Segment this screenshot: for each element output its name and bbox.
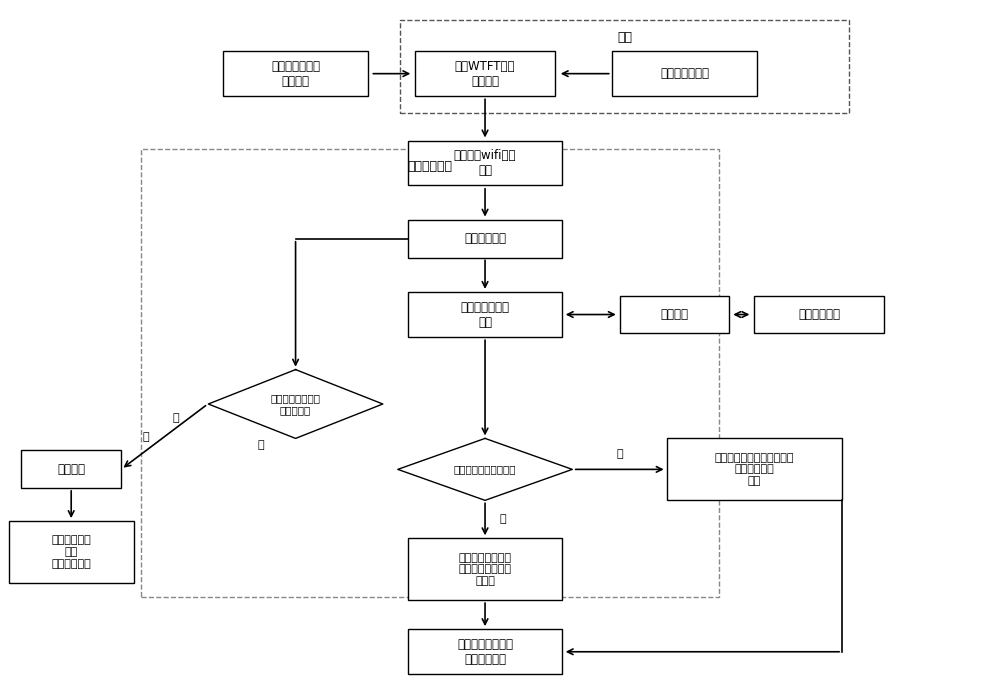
Text: 用户是否处于节能水平: 用户是否处于节能水平 bbox=[454, 464, 516, 475]
Text: 计算存储模块: 计算存储模块 bbox=[408, 160, 453, 173]
FancyBboxPatch shape bbox=[667, 438, 842, 500]
FancyBboxPatch shape bbox=[9, 521, 134, 583]
FancyBboxPatch shape bbox=[415, 51, 555, 96]
Text: 空调: 空调 bbox=[617, 30, 632, 44]
FancyBboxPatch shape bbox=[408, 141, 562, 185]
Polygon shape bbox=[398, 438, 572, 500]
Text: 处理模块: 处理模块 bbox=[57, 463, 85, 476]
Text: 空调WTFT模块
收集数据: 空调WTFT模块 收集数据 bbox=[455, 59, 515, 88]
Text: 用户操作模块: 用户操作模块 bbox=[798, 308, 840, 321]
FancyBboxPatch shape bbox=[620, 296, 729, 334]
FancyBboxPatch shape bbox=[223, 51, 368, 96]
Text: 用户是否达到设定
的省能指标: 用户是否达到设定 的省能指标 bbox=[271, 393, 321, 415]
Text: 否: 否 bbox=[500, 514, 507, 524]
FancyBboxPatch shape bbox=[612, 51, 757, 96]
Text: 下一时间段电量与
操作信息收集: 下一时间段电量与 操作信息收集 bbox=[457, 638, 513, 665]
Text: 是: 是 bbox=[173, 413, 179, 423]
Text: 接受空调wifi模块
数据: 接受空调wifi模块 数据 bbox=[454, 149, 516, 177]
Text: 是: 是 bbox=[616, 449, 623, 459]
Text: 在社交模块朋
友圈
授予荣誉称号: 在社交模块朋 友圈 授予荣誉称号 bbox=[51, 536, 91, 569]
FancyBboxPatch shape bbox=[408, 630, 562, 674]
Text: 用能指标比较: 用能指标比较 bbox=[464, 232, 506, 245]
Text: 用户指标与排名
展示: 用户指标与排名 展示 bbox=[461, 301, 510, 328]
FancyBboxPatch shape bbox=[754, 296, 884, 334]
FancyBboxPatch shape bbox=[408, 220, 562, 258]
Polygon shape bbox=[208, 370, 383, 438]
Text: 电量计量模块耗
电量数据: 电量计量模块耗 电量数据 bbox=[271, 59, 320, 88]
Text: 处理模块将该用户操作指令
推送给非节能
用户: 处理模块将该用户操作指令 推送给非节能 用户 bbox=[715, 453, 794, 486]
Text: 否: 否 bbox=[257, 440, 264, 451]
FancyBboxPatch shape bbox=[21, 451, 121, 489]
Text: 空调被操作指令: 空调被操作指令 bbox=[660, 67, 709, 80]
Text: 处理模块推送节能
用户的操作指令给
该用户: 处理模块推送节能 用户的操作指令给 该用户 bbox=[459, 553, 512, 586]
FancyBboxPatch shape bbox=[408, 538, 562, 600]
Text: 处理模块: 处理模块 bbox=[661, 308, 689, 321]
FancyBboxPatch shape bbox=[408, 292, 562, 337]
Text: 是: 是 bbox=[143, 432, 149, 442]
